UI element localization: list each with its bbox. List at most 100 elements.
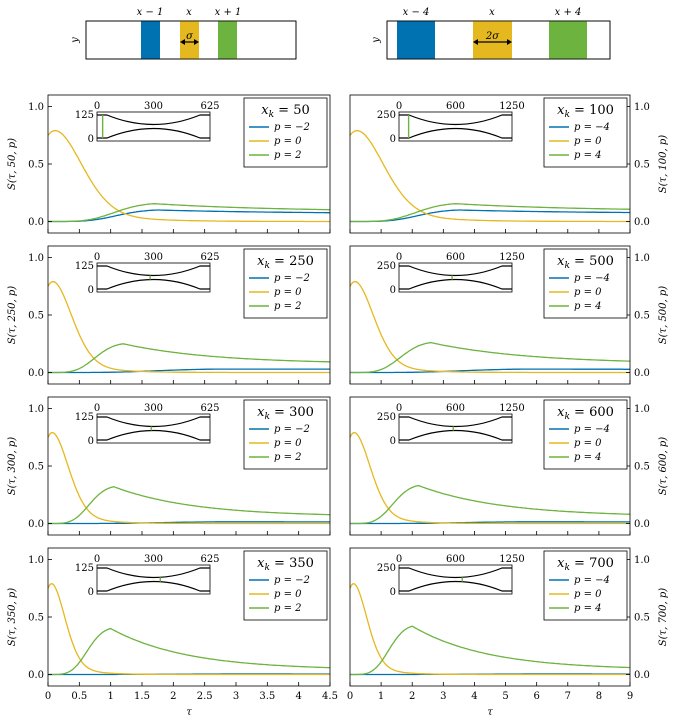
inset-frame	[96, 111, 211, 142]
legend: xk = 500 p = −4 p = 0 p = 4	[543, 248, 628, 319]
legend-entry: p = 0	[274, 438, 302, 449]
series-line-1	[350, 209, 630, 223]
legend-entry: p = −4	[574, 424, 610, 435]
inset-xtick-label: 300	[144, 252, 163, 263]
legend-entry: p = 0	[274, 589, 302, 600]
series-line-3	[350, 341, 630, 374]
panel-title: xk = 600	[557, 405, 614, 422]
y-axis-label: S(τ, 100, p)	[658, 135, 669, 193]
ytick-label: 0.5	[28, 160, 44, 171]
inset-ytick-label: 125	[75, 261, 94, 272]
legend-entry: p = 0	[274, 136, 302, 147]
ytick-label: 0.0	[28, 670, 44, 681]
legend-entry: p = −2	[274, 575, 310, 586]
schematic-label: x	[186, 7, 192, 18]
xtick-label: 9	[627, 691, 633, 702]
inset-xtick-label: 600	[446, 252, 465, 263]
schematic-2: x − 4 x x + 4 y 2σ	[371, 7, 611, 60]
inset-lower-boundary	[399, 278, 512, 290]
inset-frame	[96, 413, 211, 444]
series-line-1	[48, 209, 330, 223]
inset-ytick-label: 250	[377, 412, 396, 423]
xtick-label: 5	[502, 691, 508, 702]
series-line-1	[350, 368, 630, 374]
inset-upper-boundary	[97, 567, 210, 579]
series-line-2	[349, 431, 630, 525]
xtick-label: 0.5	[71, 691, 87, 702]
inset-ytick-label: 0	[390, 285, 396, 296]
legend: xk = 250 p = −2 p = 0 p = 2	[243, 248, 328, 319]
inset-frame	[398, 262, 513, 293]
ytick-label: 0.0	[634, 368, 650, 379]
inset-frame	[398, 564, 513, 595]
series-line-3	[350, 203, 631, 223]
ytick-label: 0.5	[634, 311, 650, 322]
ytick-label: 0.5	[28, 462, 44, 473]
inset-ytick-label: 250	[377, 261, 396, 272]
xtick-label: 1	[107, 691, 113, 702]
series-line-3	[48, 343, 330, 374]
inset-xtick-label: 600	[446, 554, 465, 565]
schematic-label: x + 1	[215, 7, 242, 18]
series-line-2	[47, 583, 330, 676]
inset-frame	[96, 564, 211, 595]
schematic-ylabel: y	[70, 37, 81, 44]
schematic-label: x	[489, 7, 495, 18]
inset-xtick-label: 1250	[499, 554, 524, 565]
inset-frame	[96, 262, 211, 293]
inset-xtick-label: 0	[94, 252, 100, 263]
inset-frame	[398, 111, 513, 142]
xtick-label: 1.5	[134, 691, 150, 702]
arrow-heads	[180, 39, 199, 45]
inset-ytick-label: 125	[75, 412, 94, 423]
panel-title: xk = 100	[557, 103, 614, 120]
panel-title: xk = 250	[257, 254, 314, 271]
ytick-label: 1.0	[28, 102, 44, 113]
series-line-3	[350, 484, 630, 525]
schematic-1: x − 1 x x + 1 y σ	[70, 7, 297, 60]
ytick-label: 0.5	[28, 613, 44, 624]
panel-7: 0.0 0.5 1.0 0 0.5 1 1.5 2 2.5 3 3.5 4 4.5 τ S(τ, 350, …	[7, 547, 338, 718]
legend-entry: p = 4	[574, 452, 602, 463]
inset-ytick-label: 250	[377, 110, 396, 121]
series-line-2	[349, 129, 630, 223]
legend-entry: p = 4	[574, 150, 602, 161]
inset-xtick-label: 300	[144, 403, 163, 414]
xtick-label: 4	[471, 691, 477, 702]
legend-entry: p = −4	[574, 122, 610, 133]
inset-lower-boundary	[97, 429, 210, 441]
inset-xtick-label: 1250	[499, 252, 524, 263]
schematic-ylabel: y	[371, 37, 382, 44]
schematic-label: x + 4	[555, 7, 582, 18]
y-axis-label: S(τ, 350, p)	[7, 588, 18, 646]
width-label: 2σ	[485, 31, 500, 42]
series-line-1	[350, 521, 630, 525]
inset-xtick-label: 625	[200, 403, 219, 414]
schematic-bar-1	[397, 21, 435, 59]
inset-lower-boundary	[97, 580, 210, 592]
series-line-3	[48, 203, 330, 223]
series-line-3	[350, 625, 630, 676]
legend: xk = 350 p = −2 p = 0 p = 2	[243, 550, 328, 621]
ytick-label: 1.0	[28, 555, 44, 566]
inset-xtick-label: 300	[144, 101, 163, 112]
inset-ytick-label: 0	[88, 134, 94, 145]
ytick-label: 1.0	[634, 555, 650, 566]
x-axis-label: τ	[186, 707, 192, 718]
xtick-label: 3	[233, 691, 239, 702]
legend-entry: p = 4	[574, 603, 602, 614]
series-line-2	[349, 583, 630, 676]
series-line-3	[48, 627, 331, 676]
y-axis-label: S(τ, 300, p)	[7, 437, 18, 495]
series-line-2	[47, 280, 330, 374]
ytick-label: 0.5	[634, 160, 650, 171]
legend-entry: p = 0	[574, 287, 602, 298]
width-label: σ	[186, 31, 194, 42]
